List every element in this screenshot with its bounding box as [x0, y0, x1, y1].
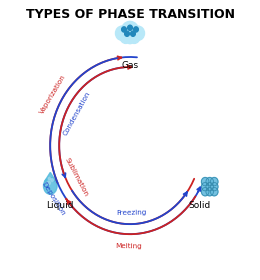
Text: Sublimation: Sublimation: [64, 157, 89, 197]
Circle shape: [115, 26, 128, 40]
Text: Freezing: Freezing: [116, 209, 146, 216]
Circle shape: [206, 183, 213, 191]
Circle shape: [210, 188, 218, 196]
Circle shape: [47, 181, 50, 185]
Circle shape: [120, 31, 131, 43]
Text: Gas: Gas: [121, 60, 139, 70]
Ellipse shape: [43, 178, 57, 194]
Polygon shape: [45, 172, 56, 181]
Circle shape: [125, 32, 135, 44]
Circle shape: [128, 25, 132, 31]
Text: Vaporization: Vaporization: [38, 73, 67, 115]
Text: TYPES OF PHASE TRANSITION: TYPES OF PHASE TRANSITION: [25, 8, 235, 21]
Circle shape: [202, 183, 209, 191]
Circle shape: [125, 31, 129, 36]
Circle shape: [131, 31, 135, 36]
Circle shape: [202, 178, 209, 186]
Circle shape: [210, 183, 218, 191]
Circle shape: [122, 27, 126, 32]
Text: Condensation: Condensation: [63, 90, 92, 136]
Circle shape: [134, 27, 138, 32]
Text: Deposition: Deposition: [41, 181, 66, 217]
Text: Solid: Solid: [189, 201, 211, 210]
Circle shape: [206, 178, 213, 186]
Circle shape: [51, 179, 54, 182]
Circle shape: [206, 188, 213, 196]
Circle shape: [121, 21, 139, 41]
Circle shape: [132, 26, 145, 40]
Circle shape: [129, 31, 140, 43]
Circle shape: [210, 178, 218, 186]
Circle shape: [48, 178, 50, 180]
Text: Liquid: Liquid: [46, 201, 74, 210]
Circle shape: [202, 188, 209, 196]
Text: Melting: Melting: [115, 243, 142, 249]
